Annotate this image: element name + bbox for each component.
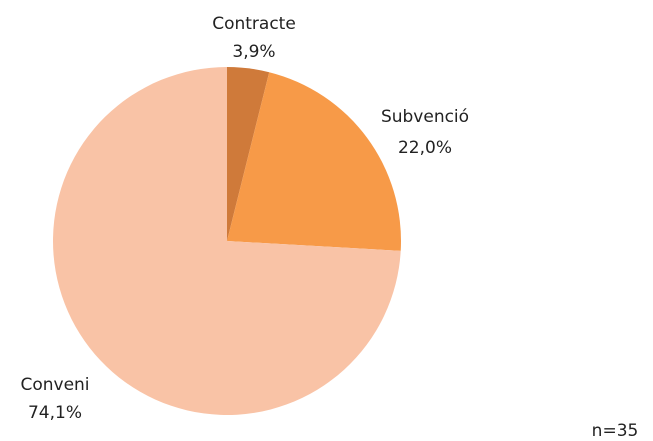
slice-label: Conveni — [20, 375, 89, 395]
slice-value-label: 22,0% — [398, 138, 452, 158]
slice-label: Contracte — [212, 14, 296, 34]
slice-value-label: 74,1% — [28, 403, 82, 423]
annotation: n=35 — [592, 421, 639, 441]
slice-value-label: 3,9% — [232, 42, 275, 62]
pie-slice — [227, 72, 401, 251]
slice-label: Subvenció — [381, 107, 469, 127]
pie-slice — [52, 67, 401, 415]
pie-slice — [227, 67, 270, 241]
